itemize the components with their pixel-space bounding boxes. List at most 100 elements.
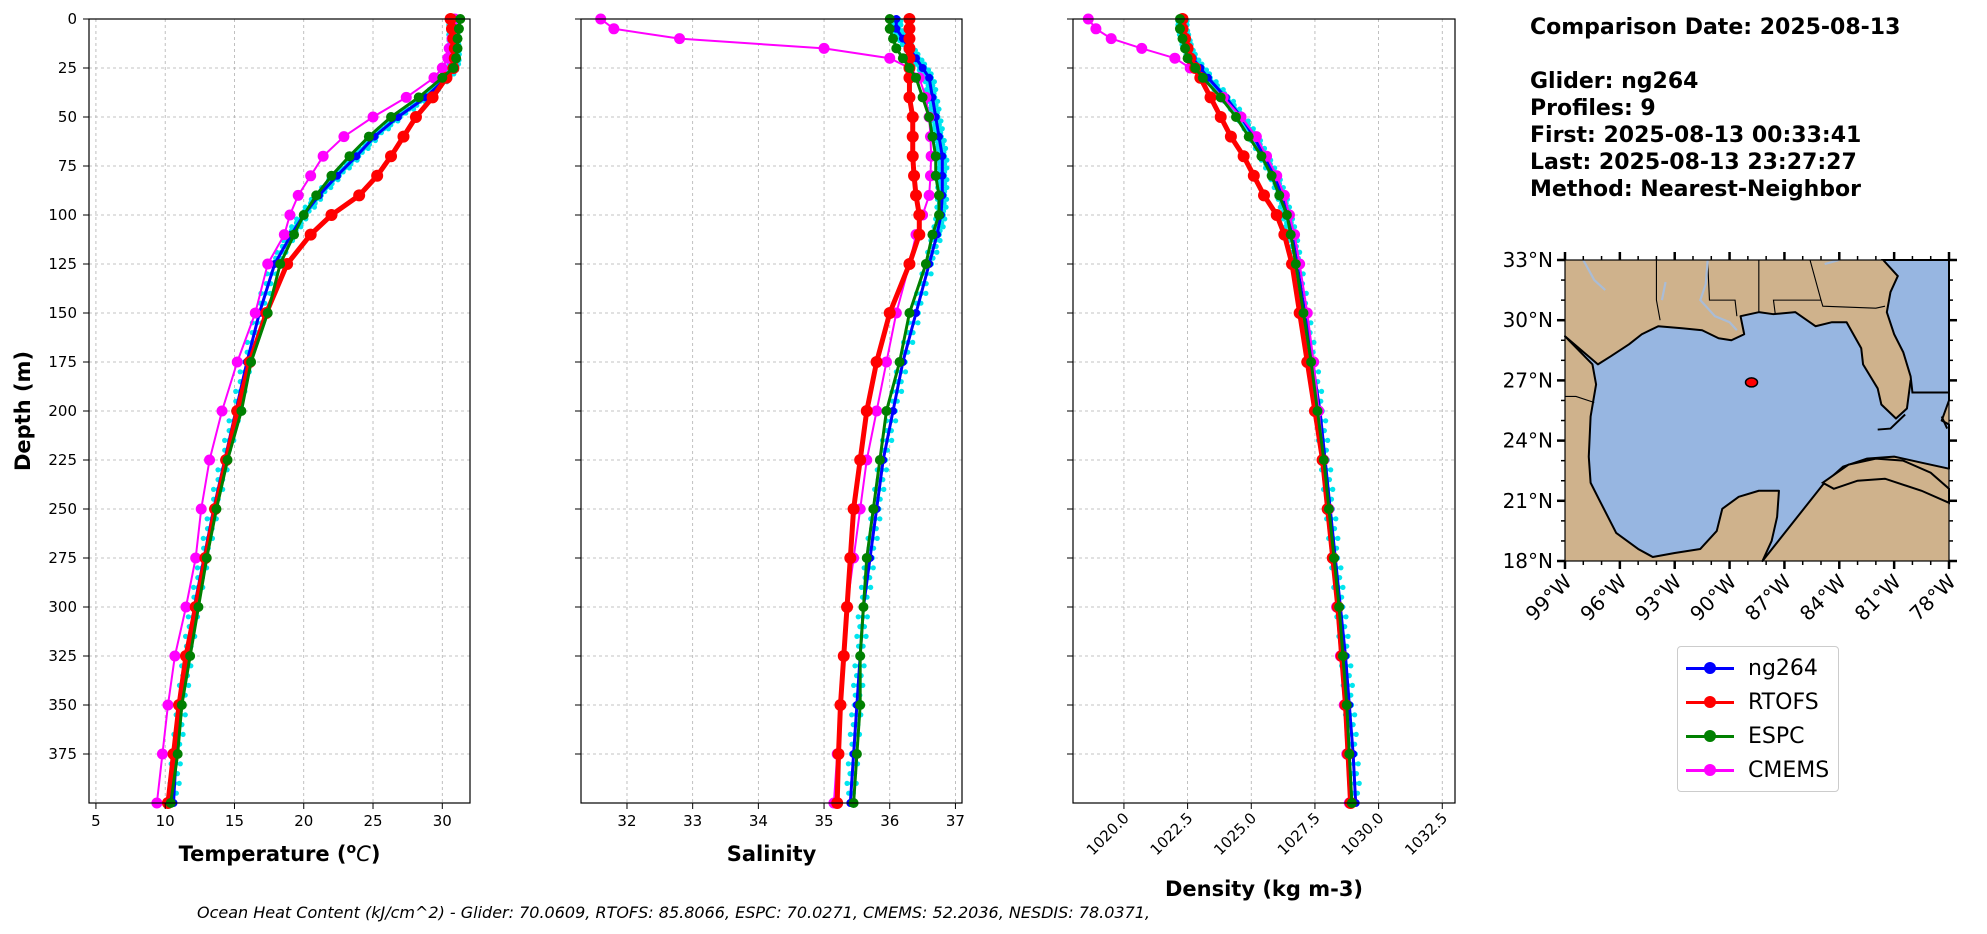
y-tick-label: 200 — [48, 402, 77, 420]
x-tick-label: 10 — [156, 812, 175, 830]
glider-cloud-point — [237, 369, 243, 375]
glider-cloud-point — [935, 98, 941, 104]
glider-cloud-point — [1230, 98, 1237, 104]
data-point — [156, 748, 168, 760]
data-point — [1105, 33, 1117, 45]
glider-cloud-point — [1328, 467, 1334, 473]
location-map: 33°N 30°N 27°N 24°N 21°N 18°N99°W96°W93°W90°W… — [1503, 248, 1961, 626]
data-point — [918, 64, 927, 72]
data-point — [894, 357, 905, 367]
data-point — [292, 189, 304, 201]
glider-cloud-point — [1353, 731, 1359, 738]
data-point — [317, 150, 329, 162]
x-axis-label: Salinity — [727, 842, 817, 866]
lat-tick-label: 24°N — [1503, 429, 1553, 453]
glider-cloud-point — [877, 516, 883, 522]
data-point — [222, 455, 233, 465]
series-line — [169, 18, 462, 804]
data-point — [927, 229, 938, 240]
y-tick-label: 50 — [58, 108, 77, 126]
glider-cloud-point — [328, 184, 334, 191]
glider-cloud-point — [226, 418, 232, 424]
data-point — [855, 651, 866, 661]
lat-tick-label: 27°N — [1503, 368, 1553, 392]
glider-cloud-point — [940, 224, 946, 230]
data-point — [236, 406, 247, 416]
y-tick-label: 75 — [58, 157, 77, 175]
x-tick-label: 5 — [91, 812, 101, 830]
data-point — [868, 504, 879, 514]
data-point — [231, 356, 243, 368]
data-point — [1214, 111, 1227, 123]
glider-cloud-point — [944, 184, 950, 191]
y-tick-label: 375 — [48, 745, 77, 763]
lon-tick-label: 93°W — [1630, 569, 1686, 625]
y-tick-label: 175 — [48, 353, 77, 371]
glider-cloud-point — [893, 418, 899, 424]
data-point — [1274, 190, 1285, 201]
glider-cloud-point — [1220, 86, 1226, 93]
data-point — [162, 699, 174, 711]
data-point — [1230, 112, 1241, 122]
data-point — [1318, 455, 1329, 465]
data-point — [249, 307, 261, 319]
glider-cloud-point — [200, 535, 206, 542]
data-point — [1337, 651, 1348, 661]
data-point — [1237, 150, 1250, 163]
x-tick-label: 36 — [880, 812, 899, 830]
data-point — [904, 308, 915, 318]
x-tick-label: 1025.0 — [1210, 809, 1260, 859]
density-panel: 1020.0 1022.5 1025.0 1027.5 1030.0 1032.5 Dens… — [1067, 13, 1456, 901]
glider-profile-cloud — [1175, 16, 1362, 796]
data-point — [851, 749, 862, 759]
y-tick-label: 275 — [48, 549, 77, 567]
data-point — [1174, 23, 1185, 34]
series-espc — [1174, 14, 1357, 808]
y-axis-label: Depth (m) — [11, 351, 35, 471]
data-point — [906, 111, 919, 123]
x-tick-label: 1022.5 — [1147, 809, 1197, 859]
data-point — [400, 91, 412, 103]
data-point — [211, 504, 222, 514]
data-point — [204, 454, 216, 466]
data-point — [409, 111, 422, 123]
data-point — [1290, 259, 1301, 269]
bahamas — [1940, 416, 1949, 429]
legend-entry-ng264: ng264 — [1686, 651, 1830, 685]
glider-cloud-point — [204, 516, 210, 522]
data-point — [1312, 406, 1323, 416]
x-tick-label: 1027.5 — [1274, 809, 1324, 859]
legend-entry-cmems: CMEMS — [1686, 753, 1830, 787]
data-point — [352, 152, 361, 161]
land-fill — [1565, 540, 1598, 561]
data-point — [305, 170, 317, 182]
x-tick-label: 1020.0 — [1083, 809, 1133, 859]
data-point — [906, 150, 919, 163]
lon-tick-label: 84°W — [1795, 569, 1851, 625]
y-tick-label: 100 — [48, 206, 77, 224]
glider-cloud-point — [1323, 418, 1329, 424]
data-point — [386, 112, 397, 122]
data-point — [284, 209, 296, 221]
data-point — [861, 553, 872, 563]
data-point — [930, 151, 941, 162]
lon-tick-label: 81°W — [1850, 569, 1906, 625]
data-point — [1334, 602, 1345, 612]
first-time: First: 2025-08-13 00:33:41 — [1530, 123, 1862, 148]
data-point — [891, 43, 902, 54]
legend-entry-espc: ESPC — [1686, 719, 1830, 753]
glider-cloud-point — [938, 118, 944, 124]
lat-tick-label: 30°N — [1503, 308, 1553, 332]
data-point — [854, 454, 867, 466]
data-point — [426, 91, 439, 104]
data-point — [1136, 42, 1148, 54]
glider-cloud-point — [1311, 339, 1317, 345]
glider-cloud-point — [941, 137, 947, 144]
glider-cloud-point — [1345, 633, 1351, 640]
legend-label: ng264 — [1748, 655, 1818, 681]
glider-cloud-point — [1325, 437, 1331, 443]
glider-cloud-point — [854, 633, 860, 640]
glider-name: Glider: ng264 — [1530, 69, 1699, 94]
glider-cloud-point — [937, 237, 943, 244]
gulf-of-mexico — [1564, 311, 1950, 562]
